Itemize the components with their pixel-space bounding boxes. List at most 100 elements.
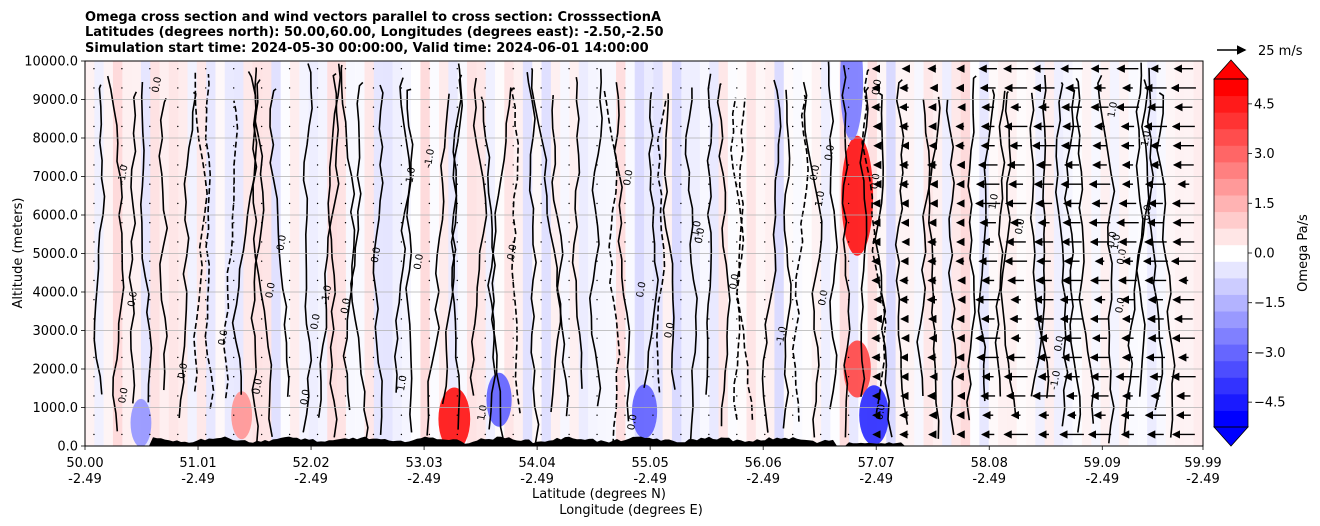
wind-vector	[177, 222, 179, 224]
wind-vector	[149, 414, 151, 416]
wind-vector	[288, 202, 291, 205]
wind-vector	[540, 164, 542, 166]
y-axis-label: Altitude (meters)	[11, 198, 26, 309]
wind-vector	[596, 202, 598, 205]
wind-vector	[233, 145, 235, 147]
wind-vector	[652, 318, 654, 320]
wind-vector	[205, 376, 207, 378]
wind-vector	[708, 164, 710, 166]
wind-vector	[205, 337, 207, 339]
wind-vector	[344, 183, 347, 185]
wind-vector	[736, 414, 738, 416]
omega-contours: 1.00.00.01.00.01.01.00.0 0.01.00.00.00.00…	[93, 61, 1176, 446]
plot-area: 1.00.00.01.00.01.01.00.0 0.01.00.00.00.00…	[84, 60, 1204, 447]
wind-vector	[596, 279, 598, 282]
wind-vector	[233, 395, 235, 397]
contour-line	[802, 81, 823, 438]
wind-vector	[233, 299, 235, 301]
wind-vector	[428, 106, 431, 108]
contour-line	[1063, 87, 1082, 433]
wind-vector	[652, 164, 654, 166]
wind-vector	[316, 299, 319, 301]
omega-feature	[631, 384, 658, 439]
wind-vector	[680, 414, 682, 416]
wind-vector	[819, 164, 822, 166]
colorbar-band	[1214, 195, 1248, 213]
wind-vector	[764, 376, 766, 378]
contour-line	[139, 81, 153, 403]
wind-vector	[400, 260, 403, 262]
wind-vector	[792, 222, 794, 224]
wind-vector	[428, 414, 431, 416]
wind-vector	[484, 125, 486, 128]
wind-vector	[177, 318, 179, 320]
wind-vector	[764, 260, 766, 262]
wind-vector	[344, 299, 347, 301]
wind-vector	[624, 183, 626, 185]
wind-vector	[792, 125, 794, 128]
contour-line	[469, 77, 488, 396]
contour-label: -1.0	[1049, 370, 1063, 391]
wind-vector	[372, 337, 375, 339]
contour-line	[106, 75, 125, 432]
wind-vector	[792, 414, 794, 416]
wind-vector	[596, 145, 598, 147]
wind-vector	[819, 87, 822, 89]
wind-vector	[847, 87, 850, 89]
wind-vector	[624, 125, 626, 128]
terrain	[85, 436, 1203, 446]
wind-vector	[736, 125, 738, 128]
wind-vector	[288, 125, 291, 128]
wind-vector	[680, 299, 682, 301]
wind-vector	[121, 376, 123, 378]
contour-line	[761, 79, 782, 433]
wind-vector	[233, 68, 235, 70]
wind-vector	[764, 241, 766, 243]
colorbar-band	[1214, 112, 1248, 130]
wind-vector	[177, 299, 179, 301]
wind-vector	[764, 145, 766, 147]
wind-vector	[484, 241, 486, 243]
colorbar-band	[1214, 145, 1248, 163]
x-tick-label-lon: -2.49	[520, 472, 554, 487]
wind-vector	[680, 164, 682, 166]
wind-vector	[205, 299, 207, 301]
contour-line	[1054, 81, 1069, 427]
wind-vector	[819, 222, 822, 224]
wind-vector	[819, 68, 822, 70]
wind-vector	[540, 356, 542, 359]
wind-vector	[177, 376, 179, 378]
wind-vector	[512, 145, 514, 147]
wind-vector	[233, 376, 235, 378]
wind-vector	[568, 279, 570, 282]
wind-vector	[512, 125, 514, 128]
wind-vector	[624, 299, 626, 301]
wind-vector	[764, 318, 766, 320]
wind-vector	[819, 145, 822, 147]
wind-vector	[316, 183, 319, 185]
wind-vector	[484, 318, 486, 320]
wind-vector	[288, 87, 291, 89]
wind-vector	[680, 241, 682, 243]
wind-vector	[596, 337, 598, 339]
wind-vector	[93, 299, 95, 301]
wind-vector	[708, 260, 710, 262]
wind-vector	[708, 376, 710, 378]
wind-vector	[624, 318, 626, 320]
contour-label: -1.0	[320, 284, 334, 305]
colorbar-band	[1214, 128, 1248, 146]
wind-vector	[344, 318, 347, 320]
wind-vector	[624, 260, 626, 262]
contour-line	[487, 87, 512, 430]
wind-vector	[847, 356, 850, 359]
wind-vector	[652, 395, 654, 397]
wind-vector	[792, 106, 794, 108]
wind-vector	[568, 125, 570, 128]
wind-vector	[847, 125, 850, 128]
wind-vector	[736, 376, 738, 378]
x-tick-label-lat: 59.99	[1184, 456, 1221, 471]
wind-vector	[316, 414, 319, 416]
y-tick-label: 7000.0	[33, 170, 79, 185]
contour-line	[269, 88, 290, 397]
wind-vector	[792, 299, 794, 301]
